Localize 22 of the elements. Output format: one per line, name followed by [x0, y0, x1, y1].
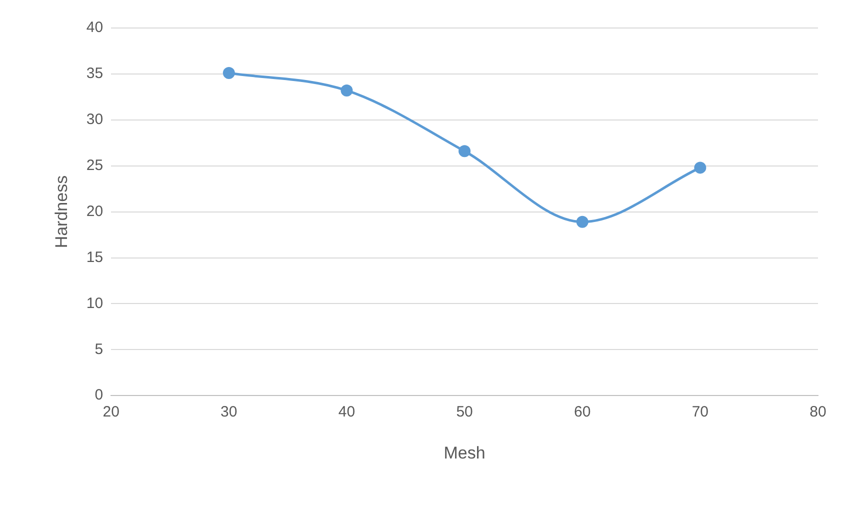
x-tick-label: 40 [338, 404, 356, 421]
point [340, 84, 353, 96]
x-tick-label: 80 [810, 404, 826, 421]
y-tick-label: 10 [86, 294, 104, 312]
x-tick-label: 50 [456, 404, 473, 421]
x-tick-label: 60 [574, 404, 591, 421]
point [694, 162, 706, 174]
y-tick-label: 40 [86, 19, 104, 36]
x-tick-label: 70 [692, 404, 709, 421]
point [576, 216, 588, 228]
y-tick-label: 5 [94, 340, 104, 358]
y-axis-title: Hardness [52, 175, 71, 248]
y-tick-label: 15 [86, 248, 104, 266]
y-tick-label: 0 [94, 386, 104, 404]
x-axis-title: Mesh [444, 443, 486, 462]
y-tick-label: 20 [86, 202, 104, 220]
point [222, 67, 235, 80]
x-tick-label: 30 [220, 404, 238, 421]
y-tick-label: 35 [86, 65, 104, 82]
point [458, 145, 471, 158]
y-tick-label: 30 [86, 111, 104, 128]
y-tick-label: 25 [86, 156, 104, 174]
